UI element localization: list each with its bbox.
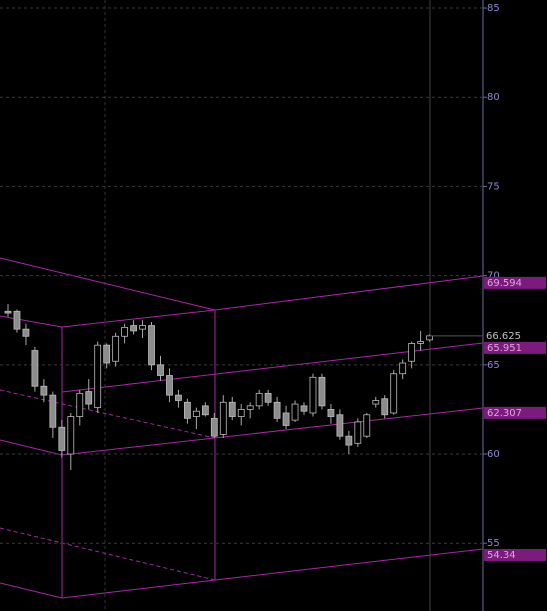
candle-body [390,373,398,414]
candle-body [103,344,111,364]
candle-body [148,325,155,366]
price-label-box [484,406,546,419]
candle-body [417,341,425,344]
candle-body [166,375,173,396]
candle-body [31,350,39,387]
y-tick-label: 65 [487,360,500,371]
channel-line [0,257,216,311]
candle-body [85,391,93,405]
candle-body [318,376,326,407]
candle-body [76,392,84,417]
candle-body [130,325,137,332]
price-label: 62.307 [487,408,522,419]
candle-body [345,435,353,446]
candle-body [381,398,389,416]
candle-body [192,410,200,417]
y-tick-label: 60 [487,449,500,460]
candle-body [201,405,209,416]
candle-body [354,421,362,444]
candle-body [399,362,407,375]
price-label: 69.594 [487,278,522,289]
candle-body [219,401,227,435]
candle-body [67,416,75,455]
candle-body [327,409,335,417]
candle-body [139,325,146,330]
candle-body [237,409,245,417]
candle-body [426,335,433,341]
last-price-label: 66.625 [486,331,521,342]
candle-body [40,385,48,396]
candle-body [121,326,129,337]
candle-body [372,400,380,405]
candle-body [4,310,12,314]
price-label: 54.34 [487,550,516,561]
candle-body [336,414,344,437]
candle-body [228,401,236,417]
candle-body [175,394,182,401]
price-label: 65.951 [487,343,522,354]
price-label-box [484,548,546,561]
y-tick-label: 75 [487,181,500,192]
candle-body [246,405,254,410]
candle-body [112,335,120,362]
y-tick-label: 55 [487,538,500,549]
channel-line [0,275,484,328]
y-tick-label: 85 [487,3,500,14]
channel-line [0,389,216,439]
candle-body [264,392,272,403]
candle-body [13,310,21,330]
price-label-box [484,341,546,354]
candle-body [273,401,281,419]
candle-body [22,328,30,337]
candle-body [291,403,299,421]
candle-body [210,417,218,437]
candle-body [58,426,66,451]
channel-line [0,548,484,599]
candle-body [300,405,308,412]
price-label-box [484,276,546,289]
candle-body [255,392,263,407]
candle-body [94,344,102,409]
candle-body [282,412,290,426]
channel-line [0,527,216,581]
candle-body [49,394,57,428]
y-tick-label: 70 [487,271,500,282]
candle-body [309,376,317,414]
candle-body [363,414,371,437]
y-tick-label: 80 [487,92,500,103]
candle-body [183,401,191,419]
candle-body [157,364,164,376]
candle-body [408,343,416,362]
